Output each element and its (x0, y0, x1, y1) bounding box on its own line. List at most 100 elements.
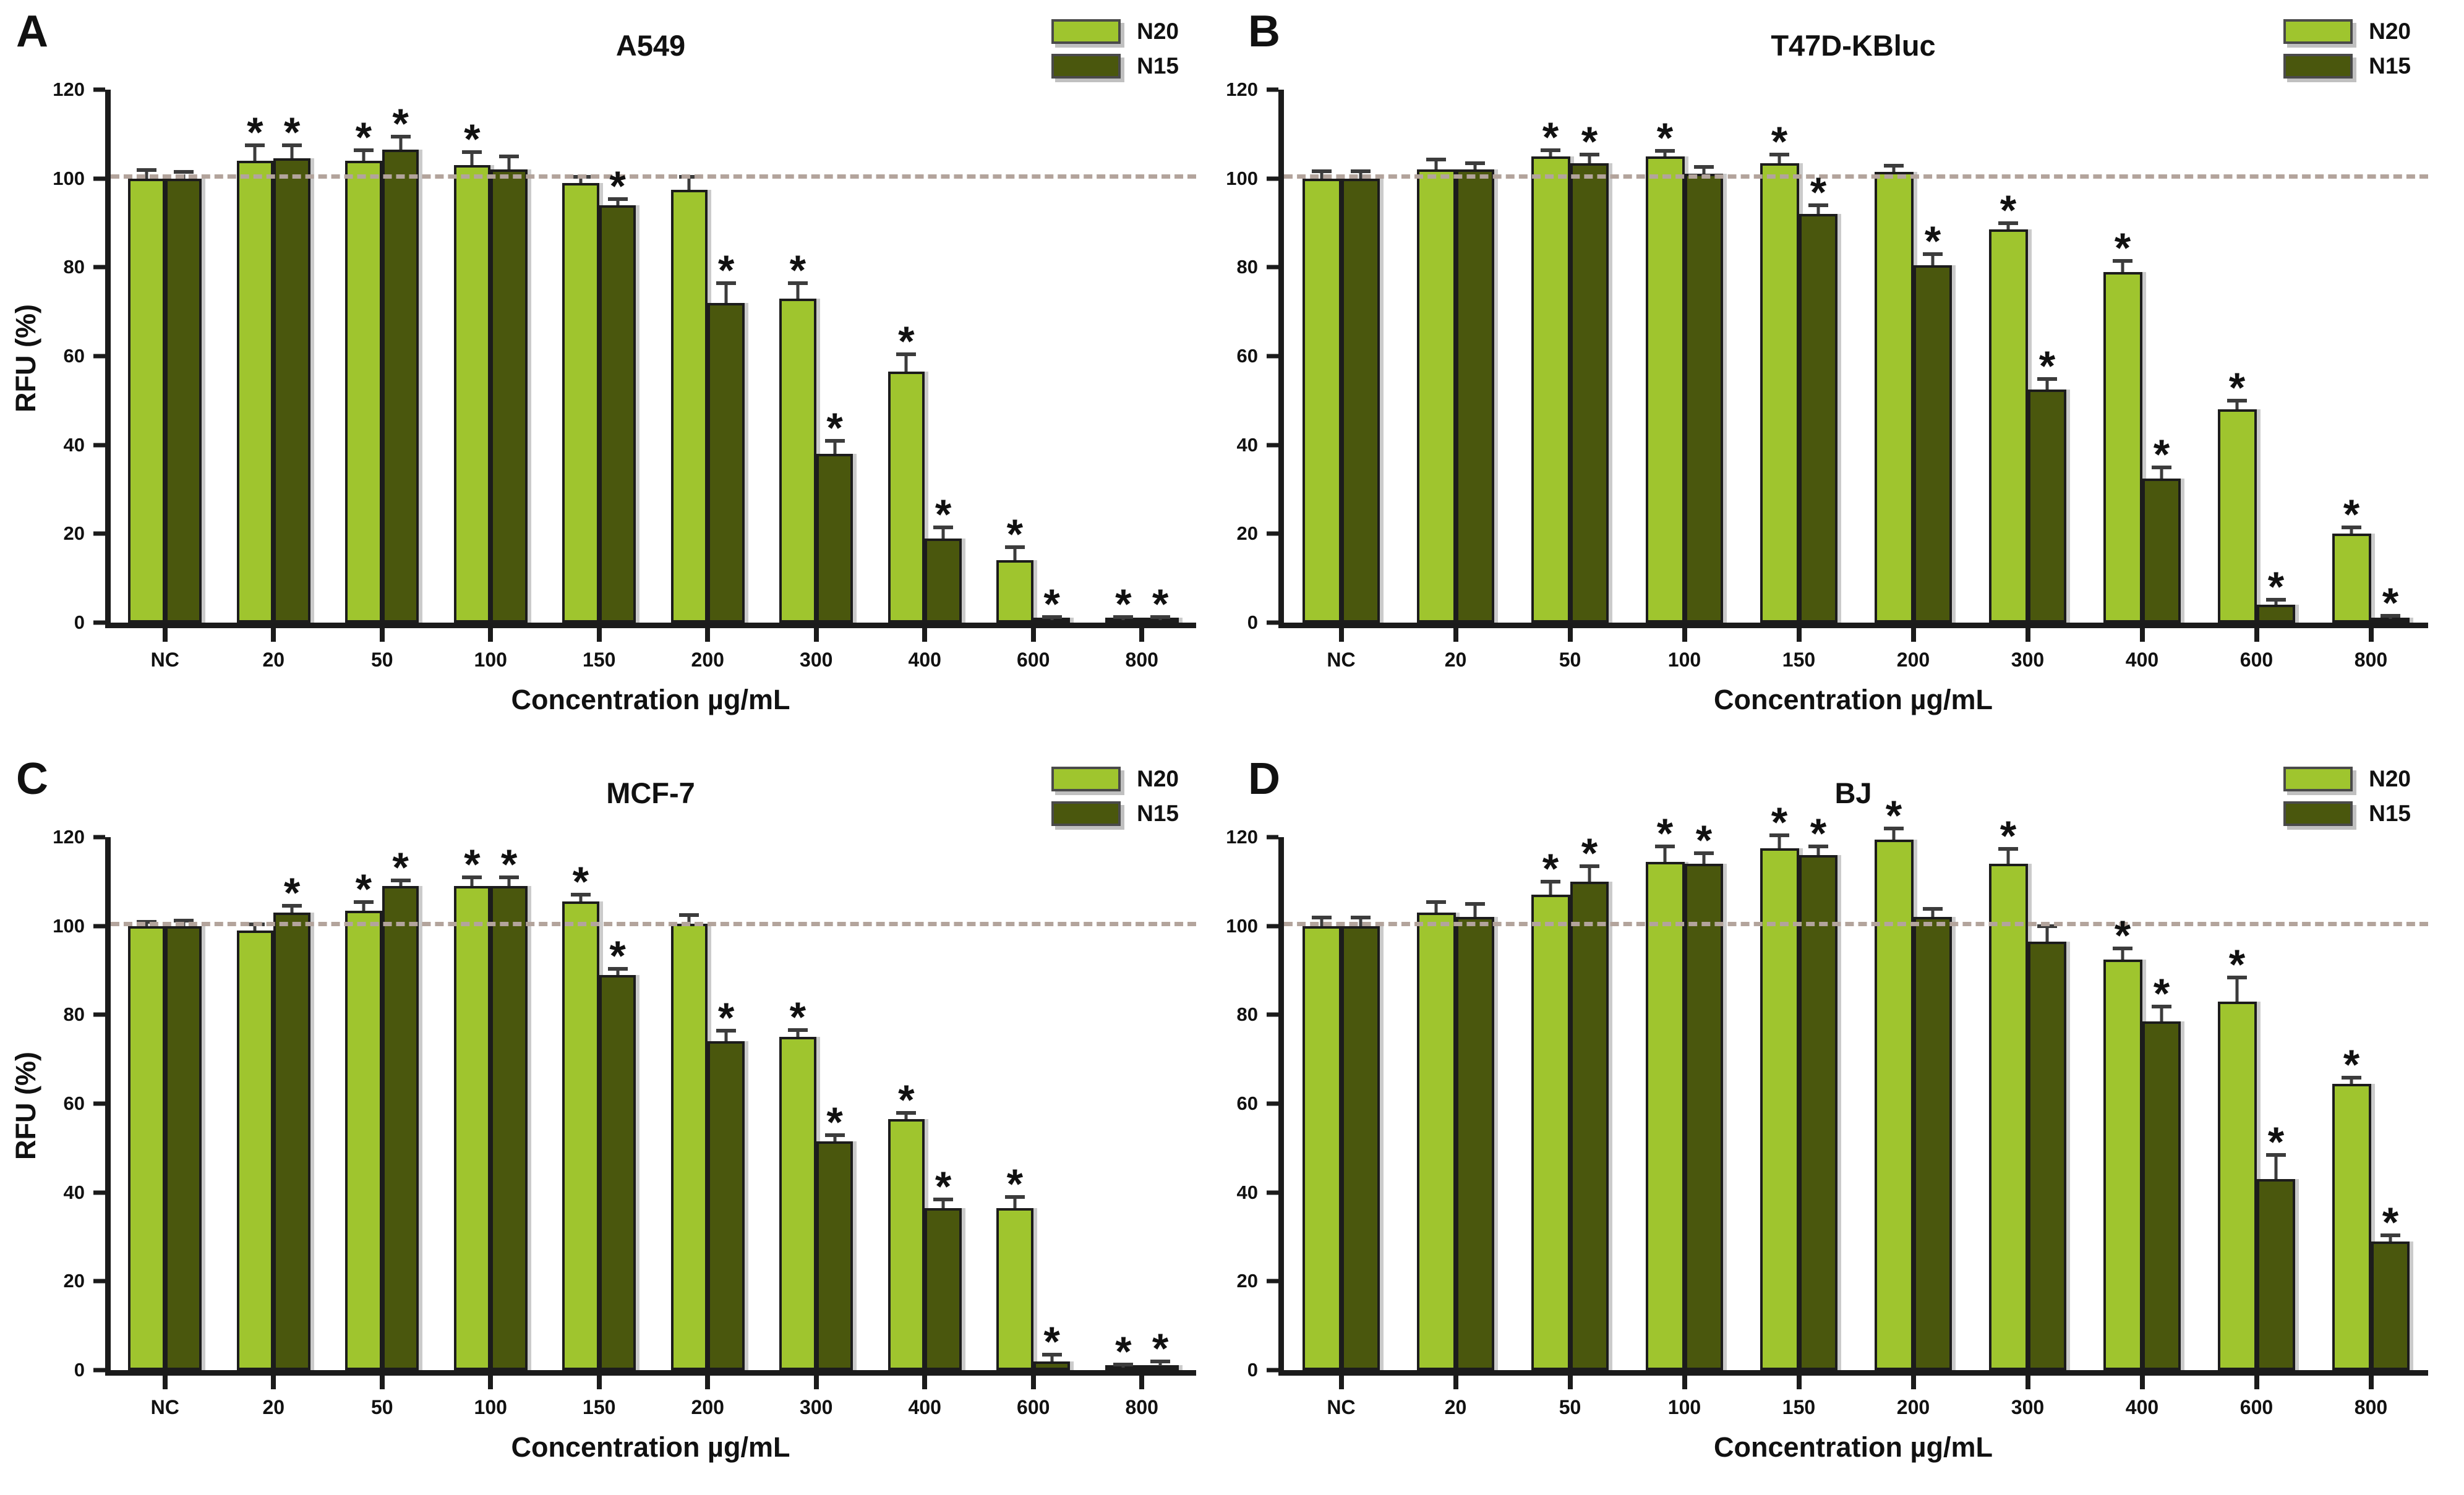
error-bar-stem (2274, 601, 2278, 605)
error-bar-cap (499, 155, 520, 159)
bar-group-100: * 100 (1627, 90, 1742, 671)
error-bar-cap (1693, 851, 1714, 855)
error-bar-stem (2121, 950, 2124, 960)
bar-group-20: 20 (1398, 90, 1513, 671)
bar-n20 (453, 886, 491, 1370)
error-bar-cap (2113, 947, 2133, 951)
bar-n20 (996, 560, 1033, 623)
significance-asterisk: * (2114, 912, 2131, 960)
error-bar-cap (933, 1198, 954, 1202)
bar-n15 (1799, 214, 1838, 623)
error-bar-stem (1931, 256, 1935, 265)
error-bar-stem (941, 529, 945, 539)
error-bar-cap (173, 170, 194, 174)
error-bar-stem (1816, 207, 1820, 215)
y-tick-mark (93, 1279, 105, 1284)
bar-pair: * * (779, 837, 853, 1370)
bar-n20 (779, 298, 816, 623)
bar-pair (1416, 837, 1495, 1370)
y-tick-label: 80 (1236, 256, 1258, 278)
significance-asterisk: * (464, 116, 481, 163)
significance-asterisk: * (1656, 114, 1674, 162)
x-axis-label: Concentration µg/mL (511, 1431, 790, 1463)
significance-asterisk: * (717, 247, 735, 294)
error-bar-cap (2151, 1004, 2171, 1008)
significance-asterisk: * (935, 1163, 952, 1211)
panel-A: A A549 N20 N15 RFU (%) 0 20 40 60 80 100 120 NC * * 20 *… (0, 0, 1232, 748)
bar-group-300: * 300 (1970, 815, 2085, 1418)
significance-asterisk: * (464, 841, 481, 888)
y-axis-label: RFU (%) (10, 304, 41, 413)
bar-pair: * * (996, 837, 1071, 1370)
significance-asterisk: * (2228, 364, 2246, 412)
reference-line-100 (1284, 921, 2428, 926)
bar-group-NC: NC (111, 90, 220, 671)
x-tick-mark (2368, 1376, 2374, 1389)
y-tick-label: 120 (1226, 79, 1258, 100)
x-tick-label: 300 (2011, 1396, 2045, 1418)
error-bar-stem (2350, 1079, 2353, 1084)
bar-pair: * * (2332, 837, 2410, 1370)
bar-group-300: * * 300 (762, 90, 871, 671)
error-bar-cap (2037, 377, 2057, 381)
bar-pair: * * (1988, 90, 2067, 623)
significance-asterisk: * (1810, 809, 1827, 857)
y-tick-label: 60 (1236, 345, 1258, 367)
y-tick-label: 60 (1236, 1092, 1258, 1114)
error-bar-cap (1579, 864, 1599, 869)
x-tick-label: 100 (1667, 649, 1701, 671)
error-bar-stem (1777, 156, 1781, 163)
legend-swatch-n20 (2283, 767, 2353, 791)
error-bar-cap (1655, 149, 1675, 153)
legend-swatch-n20 (2283, 19, 2353, 44)
error-bar-cap (390, 135, 411, 139)
bar-n20 (1874, 839, 1914, 1370)
y-tick-label: 80 (63, 256, 85, 278)
bar-pair: * (453, 90, 528, 623)
bar-n15 (599, 974, 636, 1370)
legend-label: N15 (1137, 53, 1179, 79)
x-tick-mark (1910, 628, 1916, 642)
bar-n20 (562, 901, 599, 1370)
y-tick-mark (93, 1101, 105, 1106)
x-tick-label: NC (150, 649, 179, 671)
plot-area: 0 20 40 60 80 100 120 NC 20 * * 50 * * 100 * * 150 * 200 * 30… (1226, 794, 2428, 1418)
error-bar-stem (1013, 1199, 1017, 1208)
bar-n15 (273, 913, 310, 1370)
x-tick-label: 300 (2011, 649, 2045, 671)
x-tick-label: 200 (1896, 649, 1930, 671)
error-bar-stem (1702, 854, 1706, 864)
error-bar-stem (1663, 848, 1667, 862)
error-bar-cap (1769, 833, 1790, 837)
error-bar-cap (2151, 466, 2171, 470)
y-tick-label: 20 (63, 1270, 85, 1292)
x-tick-label: 150 (583, 649, 616, 671)
x-tick-mark (2025, 628, 2030, 642)
y-tick-mark (93, 620, 105, 625)
bar-n15 (2142, 478, 2181, 623)
y-tick-mark (93, 354, 105, 359)
y-tick-mark (1267, 835, 1278, 840)
legend: N20 N15 (1051, 19, 1179, 88)
y-tick-label: 40 (1236, 1181, 1258, 1203)
x-tick-mark (2368, 628, 2374, 642)
error-bar-stem (833, 1136, 837, 1142)
legend-item: N20 (2283, 766, 2411, 792)
y-tick-mark (1267, 1101, 1278, 1106)
bar-pair: * (1874, 90, 1953, 623)
x-tick-label: 800 (2354, 649, 2388, 671)
x-tick-mark (1796, 628, 1802, 642)
error-bar-stem (1434, 161, 1438, 170)
bar-n20 (670, 924, 708, 1370)
error-bar-stem (687, 917, 691, 924)
bar-pair: * * (779, 90, 853, 623)
x-tick-label: 50 (1559, 649, 1581, 671)
error-bar-cap (2037, 924, 2057, 929)
error-bar-stem (1588, 868, 1591, 882)
bar-pair: * * (236, 90, 310, 623)
significance-asterisk: * (2114, 224, 2131, 272)
y-tick-label: 0 (74, 1359, 85, 1381)
bar-n20 (1760, 848, 1799, 1370)
error-bar-cap (1113, 1363, 1134, 1367)
error-bar-stem (1121, 1366, 1125, 1368)
